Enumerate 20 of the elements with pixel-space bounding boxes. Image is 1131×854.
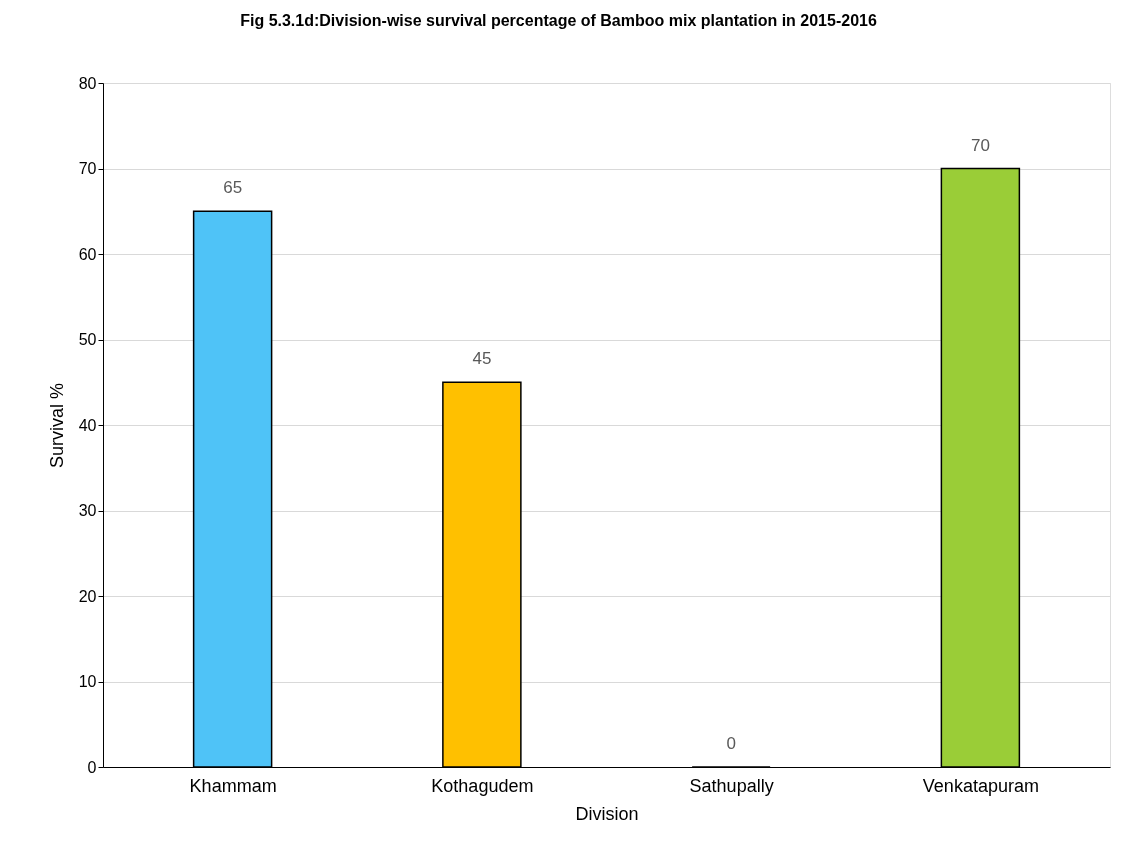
x-tick-label: Venkatapuram [922, 775, 1039, 796]
x-tick-label: Khammam [189, 775, 277, 796]
y-tick-label: 40 [78, 416, 97, 434]
data-label: 65 [223, 178, 243, 198]
x-tick-label: Sathupally [689, 775, 774, 796]
y-tick-label: 10 [78, 673, 97, 690]
y-tick-label: 70 [78, 160, 97, 177]
y-tick-label: 50 [78, 331, 97, 348]
y-tick-label: 0 [87, 758, 97, 776]
y-tick-label: 60 [78, 245, 97, 263]
y-tick-label: 20 [78, 587, 97, 605]
x-axis-title: Division [575, 803, 639, 824]
data-label: 0 [726, 734, 736, 753]
y-tick-label: 30 [78, 502, 97, 519]
chart-title: Fig 5.3.1d:Division-wise survival percentage of Bamboo mix plantation in 2015-2016 [240, 12, 877, 29]
data-label: 45 [472, 349, 492, 369]
y-tick-label: 80 [78, 74, 97, 92]
data-label: 70 [970, 135, 990, 155]
y-axis-title: Survival % [46, 382, 67, 469]
x-tick-label: Kothagudem [431, 775, 534, 796]
